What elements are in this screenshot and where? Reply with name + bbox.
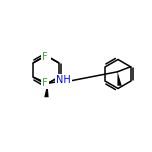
Polygon shape (117, 72, 122, 86)
Text: F: F (42, 52, 48, 62)
Text: F: F (44, 52, 50, 62)
Text: F: F (42, 78, 48, 88)
Text: NH: NH (56, 75, 71, 85)
Polygon shape (44, 83, 49, 97)
